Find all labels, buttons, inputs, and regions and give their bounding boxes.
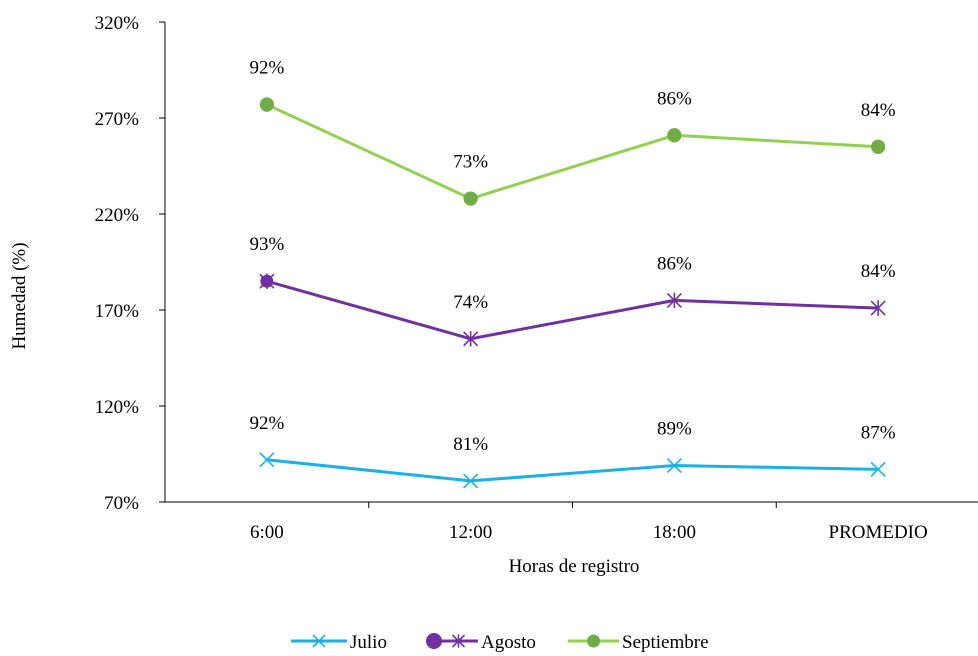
data-label-julio: 87%: [861, 422, 896, 443]
y-tick-label: 170%: [95, 301, 140, 322]
x-tick-label: 18:00: [653, 522, 696, 543]
data-label-septiembre: 73%: [453, 152, 488, 173]
data-point-agosto: [463, 331, 479, 347]
legend-label: Septiembre: [622, 632, 709, 653]
series-layer: [259, 97, 886, 489]
y-ticks: 70% 120% 170% 220% 270% 320%: [95, 13, 165, 514]
legend-item-agosto: Agosto: [426, 632, 536, 653]
x-tick-label: PROMEDIO: [829, 522, 928, 543]
data-point-septiembre: [463, 191, 478, 206]
data-label-julio: 81%: [453, 434, 488, 455]
data-label-agosto: 86%: [657, 253, 692, 274]
y-tick-label: 320%: [95, 13, 140, 34]
series-line-agosto: [266, 279, 879, 341]
marker-stroke: [666, 457, 682, 474]
x-tick-label: 12:00: [449, 522, 492, 543]
data-label-julio: 92%: [249, 413, 284, 434]
data-point-agosto: [666, 292, 682, 309]
y-axis-title: Humedad (%): [9, 242, 30, 349]
marker-stroke: [312, 634, 326, 648]
data-point-septiembre: [259, 97, 275, 112]
legend-marker: [587, 634, 600, 648]
data-point-julio: [463, 473, 479, 489]
x-axis-title: Horas de registro: [509, 556, 640, 577]
data-label-septiembre: 84%: [861, 100, 896, 121]
y-tick-label: 120%: [95, 397, 140, 418]
y-tick-label: 270%: [95, 109, 140, 130]
y-tick-label: 70%: [104, 493, 139, 514]
legend: Julio Agosto Septiembre: [291, 632, 709, 653]
data-point-septiembre: [870, 139, 886, 154]
data-point-septiembre: [667, 128, 682, 143]
series-line-julio: [266, 458, 879, 483]
data-label-septiembre: 92%: [249, 58, 284, 79]
data-label-septiembre: 86%: [657, 88, 692, 109]
data-point-julio: [666, 457, 682, 474]
data-label-agosto: 84%: [861, 261, 896, 282]
legend-label: Agosto: [481, 632, 536, 653]
y-tick-label: 220%: [95, 205, 140, 226]
data-point-julio: [259, 452, 275, 468]
data-point-agosto: [259, 273, 275, 289]
data-point-julio: [870, 461, 886, 477]
marker-stroke: [870, 461, 886, 477]
data-label-agosto: 93%: [249, 234, 284, 255]
marker-stroke: [463, 473, 479, 489]
marker-stroke: [259, 452, 275, 468]
legend-label: Julio: [350, 632, 387, 653]
x-ticks: 6:00 12:00 18:00 PROMEDIO: [250, 502, 928, 543]
legend-marker-star: [451, 634, 466, 648]
data-labels: 92% 81% 89% 87% 93% 74% 86% 84% 92% 73% 86% 84%: [249, 58, 895, 455]
legend-marker-circle: [426, 633, 442, 649]
legend-marker: [312, 634, 326, 648]
legend-item-septiembre: Septiembre: [568, 632, 709, 653]
series-line-septiembre: [266, 103, 879, 201]
data-label-agosto: 74%: [453, 292, 488, 313]
data-label-julio: 89%: [657, 419, 692, 440]
axes: [164, 22, 978, 503]
data-point-agosto: [870, 300, 886, 316]
x-tick-label: 6:00: [250, 522, 284, 543]
legend-item-julio: Julio: [291, 632, 387, 653]
